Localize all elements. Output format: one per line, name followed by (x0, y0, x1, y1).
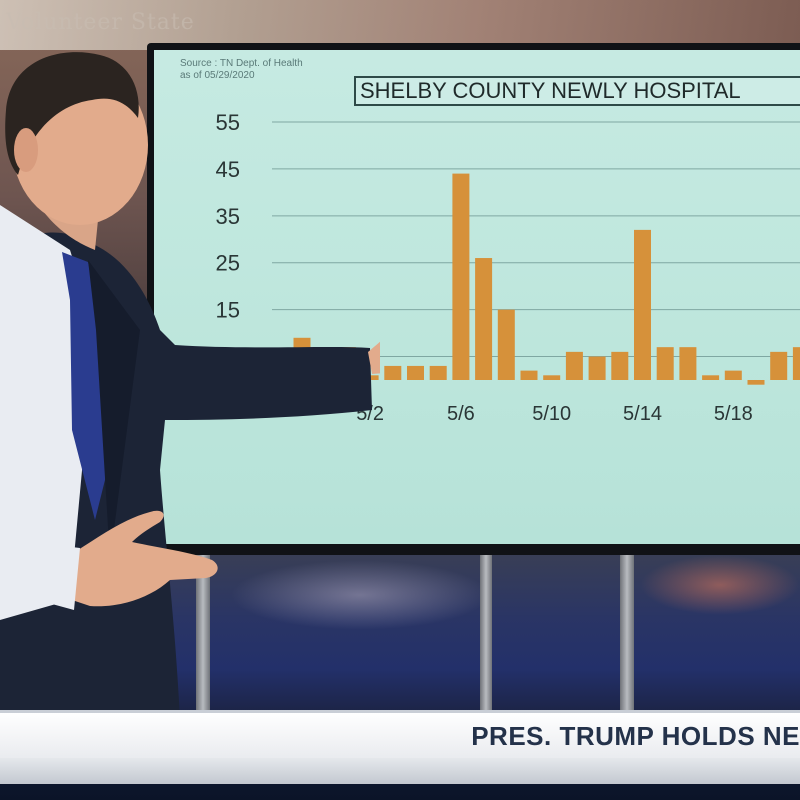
anchor-shirt-cuff (52, 545, 80, 610)
bar-5/9 (520, 370, 538, 380)
monitor-stand-left (196, 550, 210, 710)
monitor-stand-right (620, 550, 634, 710)
y-tick-label: 35 (216, 204, 240, 229)
chart-screen: Source : TN Dept. of Health as of 05/29/… (154, 50, 800, 544)
y-tick-label: 15 (216, 298, 240, 323)
wall-banner (0, 0, 800, 50)
bar-5/19 (747, 380, 765, 385)
anchor-presenter (0, 52, 380, 720)
ticker-headline: PRES. TRUMP HOLDS NE (471, 721, 800, 751)
monitor-stand-center (480, 550, 492, 710)
anchor-hair (5, 52, 139, 175)
floor-warm-light (640, 555, 800, 615)
x-tick-label: 5/14 (623, 403, 662, 425)
bar-5/7 (475, 258, 493, 380)
bar-5/6 (452, 173, 470, 380)
bar-5/18 (724, 370, 742, 380)
bar-5/10 (543, 375, 561, 380)
y-tick-label: 45 (216, 157, 240, 182)
bar-5/12 (588, 356, 606, 380)
source-line-1: Source : TN Dept. of Health (180, 58, 303, 69)
bar-5/16 (679, 347, 697, 380)
bar-5/4 (407, 365, 424, 380)
anchor-ear (14, 128, 38, 172)
anchor-pointing-hand (368, 341, 380, 374)
bar-5/14 (634, 229, 651, 380)
x-tick-label: 5/6 (447, 403, 475, 425)
bar-5/3 (384, 365, 402, 380)
source-line-2: as of 05/29/2020 (180, 70, 255, 81)
news-ticker (0, 710, 800, 761)
bar-5/17 (702, 375, 720, 380)
anchor-lapel (88, 260, 140, 560)
x-tick-label: 5/10 (532, 403, 571, 425)
bar-5/5 (429, 365, 447, 380)
bar-5/11 (565, 351, 583, 380)
bar-5/21 (792, 347, 800, 380)
chart-title: SHELBY COUNTY NEWLY HOSPITAL (354, 76, 800, 106)
bar-5/15 (656, 347, 674, 380)
chart-source: Source : TN Dept. of Health as of 05/29/… (180, 58, 303, 82)
anchor-lower-hand (70, 510, 218, 607)
y-tick-label: 25 (216, 251, 240, 276)
bar-5/8 (497, 309, 515, 380)
bar-5/13 (611, 351, 629, 380)
bar-5/20 (770, 351, 788, 380)
x-tick-label: 5/18 (714, 403, 753, 425)
floor-light (230, 560, 490, 630)
y-tick-label: 55 (216, 110, 240, 135)
lower-stripe (0, 758, 800, 784)
wall-lettering: Volunteer State (6, 10, 195, 35)
